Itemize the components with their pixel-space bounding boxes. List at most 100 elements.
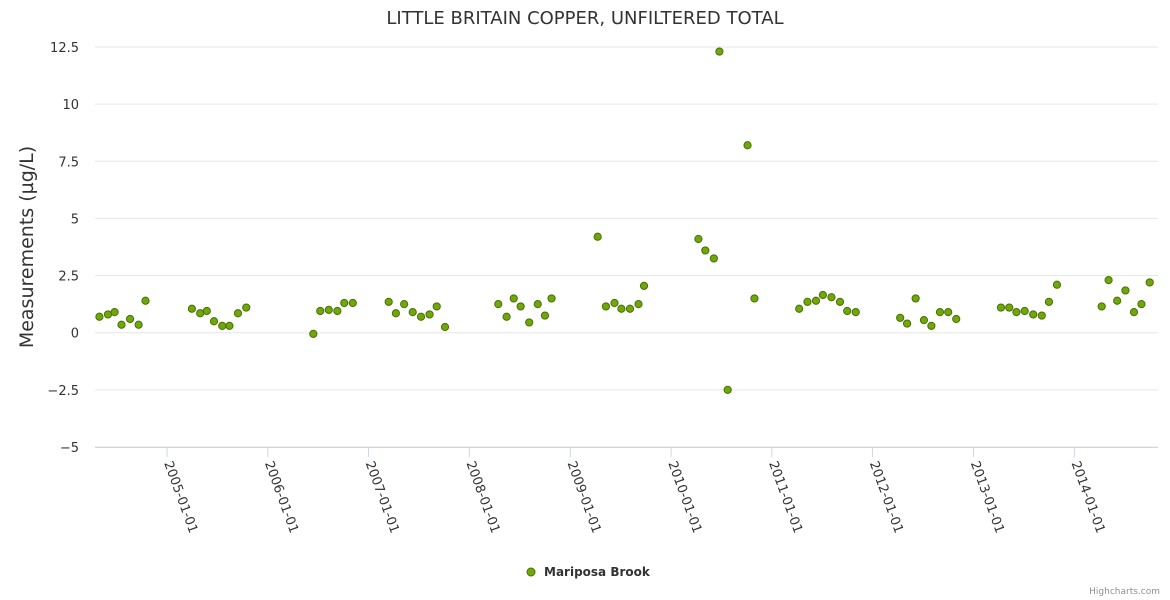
y-tick-label: 12.5: [50, 41, 79, 56]
data-point[interactable]: [610, 298, 619, 308]
data-point[interactable]: [750, 294, 759, 303]
data-point[interactable]: [1104, 276, 1113, 285]
y-tick-label: 10: [62, 98, 79, 113]
legend-marker[interactable]: [526, 567, 536, 577]
data-points[interactable]: [95, 47, 1154, 394]
data-point[interactable]: [425, 310, 434, 319]
data-point[interactable]: [516, 302, 525, 311]
y-tick-label: −2.5: [47, 384, 79, 399]
data-point[interactable]: [952, 314, 961, 324]
data-point[interactable]: [1121, 286, 1130, 295]
data-point[interactable]: [1052, 280, 1062, 289]
data-point[interactable]: [1113, 296, 1122, 305]
data-point[interactable]: [333, 306, 342, 316]
data-point[interactable]: [1005, 303, 1014, 312]
data-point[interactable]: [1029, 310, 1038, 319]
data-point[interactable]: [1145, 278, 1154, 287]
data-point[interactable]: [911, 294, 920, 303]
data-point[interactable]: [125, 314, 135, 324]
y-tick-label: 7.5: [58, 155, 79, 170]
data-point[interactable]: [851, 308, 860, 317]
y-tick-label: 0: [71, 327, 79, 342]
data-point[interactable]: [827, 293, 836, 302]
y-tick-label: 5: [71, 212, 79, 227]
data-point[interactable]: [400, 300, 409, 309]
data-point[interactable]: [927, 321, 936, 330]
data-point[interactable]: [1097, 302, 1106, 311]
data-point[interactable]: [701, 246, 710, 255]
data-point[interactable]: [944, 308, 953, 317]
data-point[interactable]: [1044, 297, 1054, 306]
data-point[interactable]: [141, 296, 150, 305]
data-point[interactable]: [625, 304, 635, 313]
data-point[interactable]: [811, 296, 821, 305]
y-axis-ticks: −5 −2.5 0 2.5 5 7.5 10 12.5: [47, 41, 79, 456]
data-point[interactable]: [843, 306, 852, 316]
data-point[interactable]: [902, 319, 912, 328]
data-point[interactable]: [242, 303, 251, 312]
data-point[interactable]: [1129, 308, 1139, 317]
data-point[interactable]: [634, 300, 643, 309]
data-point[interactable]: [187, 304, 196, 313]
legend[interactable]: Mariposa Brook: [526, 565, 651, 579]
credits-link[interactable]: Highcharts.com: [1089, 587, 1160, 597]
data-point[interactable]: [723, 385, 732, 394]
data-point[interactable]: [432, 302, 441, 311]
data-point[interactable]: [218, 321, 227, 330]
data-point[interactable]: [196, 309, 205, 318]
data-point[interactable]: [593, 232, 602, 241]
data-point[interactable]: [540, 311, 550, 320]
data-point[interactable]: [617, 304, 626, 313]
data-point[interactable]: [896, 313, 905, 322]
data-point[interactable]: [225, 321, 234, 330]
data-point[interactable]: [709, 254, 718, 263]
data-point[interactable]: [715, 47, 724, 56]
data-point[interactable]: [1012, 308, 1021, 317]
data-point[interactable]: [316, 306, 325, 316]
data-point[interactable]: [919, 316, 929, 325]
data-point[interactable]: [209, 317, 219, 326]
data-point[interactable]: [202, 306, 211, 316]
data-point[interactable]: [818, 290, 827, 300]
data-point[interactable]: [743, 141, 752, 150]
data-point[interactable]: [233, 309, 243, 318]
data-point[interactable]: [1037, 311, 1046, 320]
data-point[interactable]: [110, 308, 119, 317]
data-point[interactable]: [348, 298, 357, 308]
data-point[interactable]: [340, 298, 349, 308]
y-tick-label: −5: [60, 441, 79, 456]
data-point[interactable]: [117, 320, 126, 329]
data-point[interactable]: [494, 300, 503, 309]
data-point[interactable]: [996, 303, 1006, 312]
data-point[interactable]: [309, 329, 318, 338]
data-point[interactable]: [502, 312, 511, 321]
data-point[interactable]: [601, 302, 611, 311]
data-point[interactable]: [509, 294, 518, 303]
data-point[interactable]: [134, 320, 143, 329]
data-point[interactable]: [547, 294, 556, 303]
data-point[interactable]: [1137, 300, 1146, 309]
data-point[interactable]: [935, 308, 945, 317]
data-point[interactable]: [103, 310, 113, 319]
data-point[interactable]: [408, 308, 417, 317]
y-tick-label: 2.5: [58, 270, 79, 285]
data-point[interactable]: [416, 312, 426, 321]
data-point[interactable]: [803, 297, 812, 306]
data-point[interactable]: [525, 318, 534, 327]
data-point[interactable]: [324, 305, 333, 314]
y-axis-label: Measurements (µg/L): [16, 146, 38, 348]
data-point[interactable]: [694, 234, 703, 244]
data-point[interactable]: [795, 304, 804, 313]
data-point[interactable]: [835, 297, 845, 306]
legend-item-series[interactable]: Mariposa Brook: [544, 565, 651, 579]
data-point[interactable]: [384, 297, 393, 306]
data-point[interactable]: [533, 300, 542, 309]
data-point[interactable]: [440, 322, 450, 332]
data-point[interactable]: [391, 309, 400, 318]
data-point[interactable]: [639, 281, 649, 290]
data-point[interactable]: [95, 312, 104, 321]
data-point[interactable]: [1020, 306, 1029, 316]
chart-title: LITTLE BRITAIN COPPER, UNFILTERED TOTAL: [386, 8, 783, 29]
